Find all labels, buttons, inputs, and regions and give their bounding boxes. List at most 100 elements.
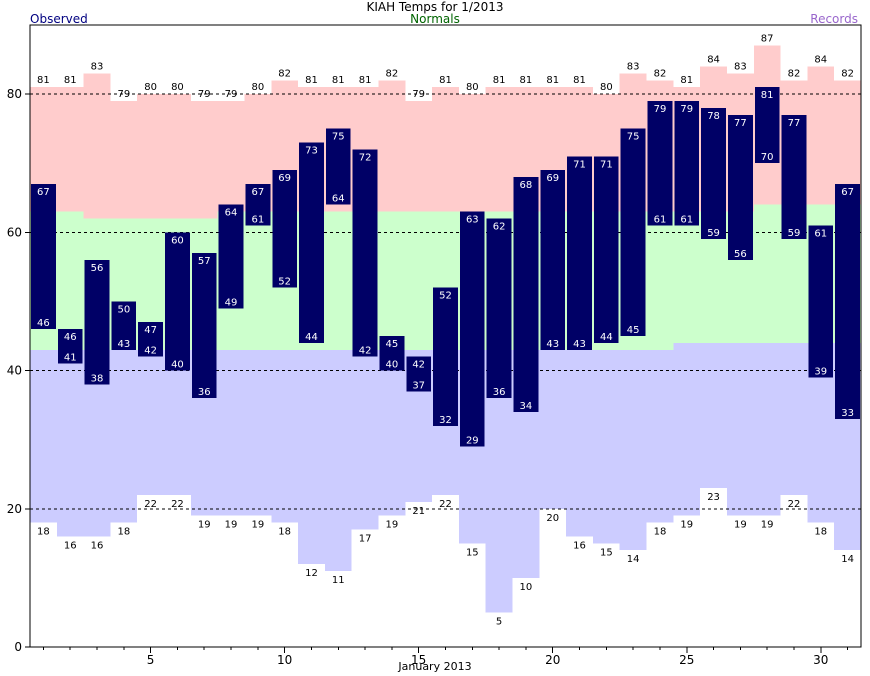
- observed-high-label: 46: [64, 332, 77, 343]
- observed-low-label: 70: [761, 152, 774, 163]
- observed-high-label: 50: [117, 304, 130, 315]
- observed-bar: [647, 101, 673, 226]
- observed-high-label: 77: [788, 118, 801, 129]
- observed-high-label: 69: [546, 173, 559, 184]
- record-low-band: [539, 349, 567, 509]
- observed-bar: [754, 87, 780, 164]
- record-low-label: 19: [225, 520, 238, 531]
- record-low-band: [646, 349, 674, 523]
- record-low-label: 19: [251, 520, 264, 531]
- observed-low-label: 43: [573, 339, 586, 350]
- observed-low-label: 39: [814, 366, 827, 377]
- record-high-label: 81: [332, 75, 345, 86]
- observed-high-label: 42: [412, 360, 425, 371]
- observed-bar: [165, 232, 190, 371]
- normal-band: [244, 211, 272, 350]
- record-low-label: 19: [761, 520, 774, 531]
- record-low-label: 19: [734, 520, 747, 531]
- record-high-label: 80: [144, 82, 157, 93]
- record-low-label: 14: [841, 554, 854, 565]
- record-low-label: 19: [198, 520, 211, 531]
- observed-bar: [352, 149, 378, 357]
- observed-bar: [379, 336, 405, 371]
- record-high-label: 80: [251, 82, 264, 93]
- x-tick-label: 30: [813, 653, 828, 667]
- observed-low-label: 43: [546, 339, 559, 350]
- record-high-label: 81: [520, 75, 533, 86]
- record-high-label: 82: [841, 68, 854, 79]
- record-high-label: 83: [91, 61, 104, 72]
- record-low-band: [324, 349, 352, 571]
- record-high-label: 81: [680, 75, 693, 86]
- record-high-label: 81: [573, 75, 586, 86]
- observed-bar: [218, 204, 244, 309]
- record-low-label: 10: [520, 582, 533, 593]
- record-low-band: [56, 349, 84, 537]
- observed-high-label: 67: [37, 187, 50, 198]
- observed-high-label: 75: [332, 132, 345, 143]
- record-low-label: 18: [278, 527, 291, 538]
- record-high-label: 80: [600, 82, 613, 93]
- observed-bar: [433, 287, 458, 426]
- record-low-band: [726, 342, 754, 516]
- observed-low-label: 61: [251, 214, 264, 225]
- observed-high-label: 78: [707, 111, 720, 122]
- y-tick-label: 20: [7, 502, 22, 516]
- observed-low-label: 59: [788, 228, 801, 239]
- record-low-label: 16: [91, 540, 104, 551]
- record-low-label: 19: [386, 520, 399, 531]
- record-high-label: 82: [654, 68, 667, 79]
- observed-low-label: 33: [841, 408, 854, 419]
- legend-normals: Normals: [410, 12, 460, 26]
- observed-low-label: 38: [91, 373, 104, 384]
- observed-low-label: 37: [412, 380, 425, 391]
- record-high-label: 79: [225, 89, 238, 100]
- observed-low-label: 42: [359, 346, 372, 357]
- record-low-label: 20: [546, 513, 559, 524]
- observed-bar: [191, 253, 217, 399]
- record-high-label: 82: [788, 68, 801, 79]
- observed-bar: [781, 114, 807, 240]
- x-axis-label: January 2013: [398, 660, 472, 673]
- record-low-band: [271, 349, 299, 523]
- observed-bar: [513, 177, 539, 413]
- observed-high-label: 71: [573, 159, 586, 170]
- observed-bar: [620, 128, 646, 336]
- observed-high-label: 79: [654, 104, 667, 115]
- record-high-label: 79: [117, 89, 130, 100]
- record-high-label: 81: [439, 75, 452, 86]
- observed-low-label: 64: [332, 194, 345, 205]
- observed-high-label: 56: [91, 263, 104, 274]
- record-low-label: 22: [439, 499, 452, 510]
- observed-high-label: 62: [493, 222, 506, 233]
- record-high-label: 80: [466, 82, 479, 93]
- y-tick-label: 60: [7, 225, 22, 239]
- record-low-label: 23: [707, 492, 720, 503]
- record-low-band: [592, 349, 620, 544]
- record-low-label: 22: [788, 499, 801, 510]
- record-high-band: [56, 87, 84, 212]
- observed-high-label: 79: [680, 104, 693, 115]
- record-low-band: [30, 349, 57, 523]
- record-low-label: 19: [680, 520, 693, 531]
- observed-low-label: 59: [707, 228, 720, 239]
- observed-bar: [540, 170, 566, 350]
- record-high-band: [807, 66, 835, 205]
- record-high-label: 83: [734, 61, 747, 72]
- record-high-label: 81: [64, 75, 77, 86]
- record-high-band: [217, 101, 245, 212]
- record-low-band: [164, 349, 191, 495]
- observed-low-label: 45: [627, 325, 640, 336]
- record-low-label: 16: [573, 540, 586, 551]
- observed-high-label: 75: [627, 132, 640, 143]
- record-high-band: [458, 94, 486, 212]
- observed-low-label: 40: [386, 360, 399, 371]
- observed-low-label: 46: [37, 318, 50, 329]
- observed-low-label: 42: [144, 346, 157, 357]
- record-low-label: 5: [496, 616, 502, 627]
- chart-title: KIAH Temps for 1/2013: [366, 0, 504, 14]
- record-high-label: 84: [814, 54, 827, 65]
- observed-high-label: 63: [466, 215, 479, 226]
- y-tick-label: 80: [7, 87, 22, 101]
- observed-low-label: 61: [680, 214, 693, 225]
